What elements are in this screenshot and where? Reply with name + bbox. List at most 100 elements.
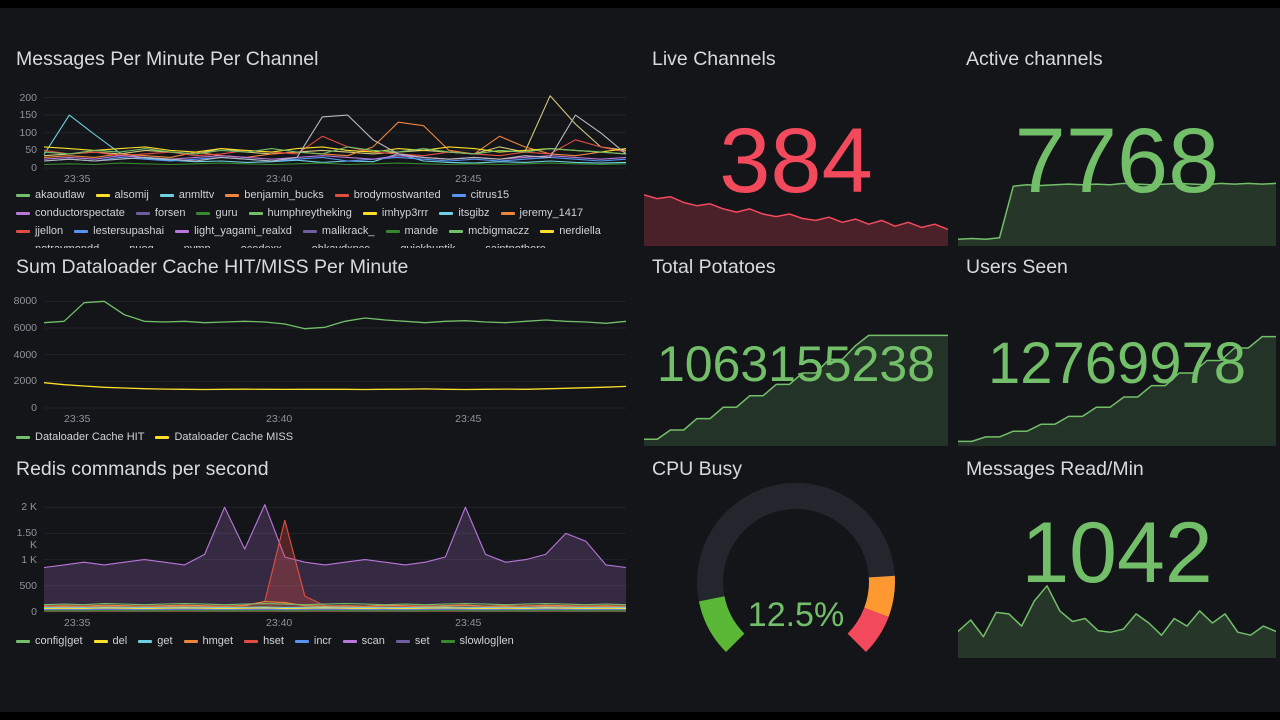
legend-label: malikrack_ (321, 225, 375, 237)
x-axis-tick: 23:40 (265, 173, 293, 185)
legend-item[interactable]: imhyp3rrr (362, 206, 428, 220)
messages-chart[interactable]: 200 150 100 50 0 23:35 23:40 23:45 (8, 88, 630, 186)
legend-color-swatch (225, 193, 240, 197)
legend-item[interactable]: quickhuntik (381, 242, 455, 248)
legend-item[interactable]: light_yagami_realxd (175, 224, 292, 238)
legend-item[interactable]: scan (342, 634, 385, 648)
legend-color-swatch (381, 247, 396, 248)
legend-item[interactable]: itsgibz (439, 206, 490, 220)
y-axis-tick: 0 (31, 162, 37, 174)
panel-title-active-channels[interactable]: Active channels (966, 48, 1103, 70)
legend-label: anmlttv (178, 189, 215, 201)
legend-item[interactable]: incr (294, 634, 332, 648)
legend-item[interactable]: citrus15 (451, 188, 510, 202)
legend-color-swatch (159, 193, 174, 197)
legend-item[interactable]: jjellon (16, 224, 63, 238)
legend-item[interactable]: set (395, 634, 430, 648)
panel-title-total-potatoes[interactable]: Total Potatoes (652, 256, 776, 278)
legend-item[interactable]: Dataloader Cache HIT (16, 430, 144, 444)
panel-title-live-channels[interactable]: Live Channels (652, 48, 776, 70)
y-axis-tick: 8000 (13, 295, 37, 308)
legend-item[interactable]: forsen (135, 206, 185, 220)
legend-label: mande (404, 225, 439, 237)
live-channels-value: 384 (719, 110, 873, 212)
panel-title-users-seen[interactable]: Users Seen (966, 256, 1068, 278)
legend-item[interactable]: mande (385, 224, 439, 238)
panel-title-messages-read[interactable]: Messages Read/Min (966, 458, 1144, 480)
legend-item[interactable]: slowlog|len (440, 634, 514, 648)
legend-label: humphreytheking (267, 207, 352, 219)
legend-color-swatch (244, 639, 259, 643)
legend-item[interactable]: alsomij (95, 188, 149, 202)
legend-item[interactable]: ocedexx (221, 242, 282, 248)
legend-color-swatch (138, 639, 153, 643)
live-channels-sparkline (644, 182, 948, 246)
legend-item[interactable]: mcbigmaczz (449, 224, 529, 238)
legend-item[interactable]: akaoutlaw (16, 188, 85, 202)
legend-label: guru (215, 207, 238, 219)
legend-item[interactable]: nymn (164, 242, 211, 248)
cpu-gauge (656, 478, 936, 664)
legend-item[interactable]: malikrack_ (302, 224, 375, 238)
legend-item[interactable]: brodymostwanted (334, 188, 441, 202)
legend-item[interactable]: get (138, 634, 173, 648)
legend-label: jeremy_1417 (519, 207, 584, 219)
legend-label: citrus15 (470, 189, 510, 201)
legend-item[interactable]: jeremy_1417 (500, 206, 584, 220)
panel-total-potatoes: Total Potatoes 1063155238 (644, 248, 948, 450)
legend-item[interactable]: ohkaydxnce (292, 242, 370, 248)
legend-color-swatch (221, 247, 236, 248)
panel-title-messages[interactable]: Messages Per Minute Per Channel (16, 48, 319, 70)
messages-read-sparkline (958, 582, 1276, 658)
legend-item[interactable]: benjamin_bucks (225, 188, 324, 202)
legend-item[interactable]: hmget (183, 634, 234, 648)
legend-label: del (112, 635, 128, 647)
legend-label: hmget (202, 635, 234, 647)
legend-color-swatch (16, 435, 30, 439)
panel-title-dataloader[interactable]: Sum Dataloader Cache HIT/MISS Per Minute (16, 256, 409, 278)
legend-label: set (414, 635, 430, 647)
legend-item[interactable]: notraymondd (16, 242, 99, 248)
y-axis-tick: 50 (25, 144, 37, 157)
legend-item[interactable]: humphreytheking (248, 206, 352, 220)
dataloader-legend: Dataloader Cache HIT Dataloader Cache MIS… (8, 430, 630, 448)
panel-title-cpu-busy[interactable]: CPU Busy (652, 458, 742, 480)
chart-canvas (958, 585, 1276, 658)
legend-color-swatch (449, 229, 464, 233)
panel-cpu-busy: CPU Busy 12.5% (644, 450, 948, 664)
chart-canvas (43, 95, 627, 169)
panel-active-channels: Active channels 7768 (958, 40, 1276, 248)
legend-label: akaoutlaw (35, 189, 85, 201)
legend-color-swatch (292, 247, 307, 248)
legend-item[interactable]: del (93, 634, 128, 648)
legend-label: config|get (35, 635, 83, 647)
legend-color-swatch (500, 211, 515, 215)
legend-item[interactable]: nerdiella (540, 224, 601, 238)
panel-dataloader-cache: Sum Dataloader Cache HIT/MISS Per Minute… (8, 248, 630, 450)
legend-item[interactable]: lestersupashai (74, 224, 164, 238)
legend-item[interactable]: guru (196, 206, 238, 220)
legend-item[interactable]: Dataloader Cache MISS (155, 430, 293, 444)
legend-color-swatch (175, 229, 190, 233)
legend-color-swatch (135, 211, 150, 215)
legend-item[interactable]: anmlttv (159, 188, 215, 202)
legend-item[interactable]: config|get (16, 634, 83, 648)
legend-color-swatch (183, 639, 198, 643)
y-axis-tick: 200 (19, 91, 37, 104)
legend-color-swatch (95, 193, 110, 197)
legend-item[interactable]: hset (244, 634, 284, 648)
legend-item[interactable]: conductorspectate (16, 206, 125, 220)
panel-messages-read: Messages Read/Min 1042 (958, 450, 1276, 664)
legend-label: benjamin_bucks (244, 189, 324, 201)
legend-label: nymn (184, 243, 211, 248)
dataloader-chart[interactable]: 8000 6000 4000 2000 0 23:35 23:40 23:45 (8, 290, 630, 426)
legend-item[interactable]: saintnothere_ (466, 242, 552, 248)
panel-title-redis[interactable]: Redis commands per second (16, 458, 269, 480)
redis-legend: config|get del get hmget hset incr scan set slow… (8, 634, 630, 652)
legend-color-swatch (334, 193, 349, 197)
legend-label: incr (313, 635, 332, 647)
panel-live-channels: Live Channels 384 (644, 40, 948, 248)
legend-color-swatch (540, 229, 555, 233)
legend-item[interactable]: nueg (110, 242, 154, 248)
